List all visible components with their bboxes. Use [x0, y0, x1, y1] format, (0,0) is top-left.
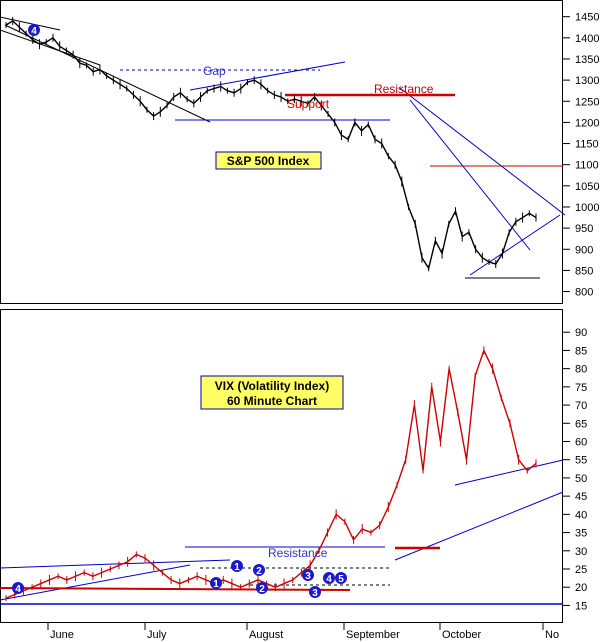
bottom-y-ticks: 90 85 80 75 70 65 60 55 50 45 40 35 30 25 20 15 — [563, 327, 587, 612]
month-label: No — [545, 629, 559, 641]
vix-subtitle: 60 Minute Chart — [227, 394, 317, 408]
vix-y-tick-label: 70 — [575, 400, 587, 412]
month-label: August — [249, 629, 283, 641]
sp500-y-tick-label: 1450 — [575, 12, 599, 24]
wave-marker-circle — [210, 577, 222, 589]
wave-marker-label: 2 — [259, 584, 265, 595]
vix-y-tick-label: 30 — [575, 546, 587, 558]
trendline — [469, 214, 561, 276]
vix-y-tick-label: 25 — [575, 564, 587, 576]
wave-marker-circle — [12, 582, 24, 594]
wave-marker-label: 1 — [213, 579, 219, 590]
resistance-label-top: Resistance — [374, 82, 434, 96]
wave-marker-circle — [309, 586, 321, 598]
sp500-series — [5, 16, 537, 272]
sp500-y-tick-label: 1150 — [575, 139, 599, 151]
sp500-y-tick-label: 1400 — [575, 33, 599, 45]
vix-y-tick-label: 45 — [575, 491, 587, 503]
sp500-y-tick-label: 1250 — [575, 96, 599, 108]
sp500-y-tick-label: 1300 — [575, 75, 599, 87]
wave-marker-circle — [253, 564, 265, 576]
wave-marker-label: 5 — [338, 574, 344, 585]
sp500-y-tick-label: 850 — [575, 265, 593, 277]
vix-y-tick-label: 20 — [575, 582, 587, 594]
vix-title-box — [200, 375, 344, 410]
month-label: September — [346, 629, 400, 641]
sp500-y-tick-label: 900 — [575, 244, 593, 256]
vix-y-tick-label: 90 — [575, 327, 587, 339]
bottom-trendlines — [0, 459, 564, 605]
month-label: July — [147, 629, 167, 641]
trendline — [189, 61, 346, 91]
sp500-title: S&P 500 Index — [227, 154, 310, 168]
vix-y-tick-label: 75 — [575, 382, 587, 394]
trendline — [0, 16, 61, 31]
vix-series — [5, 346, 537, 602]
trendline — [0, 564, 191, 601]
vix-y-tick-label: 35 — [575, 528, 587, 540]
sp500-y-tick-label: 950 — [575, 223, 593, 235]
sp500-y-tick-label: 1200 — [575, 117, 599, 129]
vix-y-tick-label: 50 — [575, 473, 587, 485]
sp500-y-tick-label: 1000 — [575, 202, 599, 214]
sp500-y-tick-label: 1100 — [575, 160, 599, 172]
vix-y-tick-label: 15 — [575, 600, 587, 612]
wave-marker-label: 3 — [312, 588, 318, 599]
vix-y-tick-label: 60 — [575, 437, 587, 449]
vix-y-tick-label: 55 — [575, 455, 587, 467]
vix-y-tick-label: 80 — [575, 364, 587, 376]
month-labels: June July August September October No — [47, 622, 559, 641]
trendline — [0, 29, 101, 66]
red-support-line — [0, 587, 351, 591]
sp500-y-tick-label: 1050 — [575, 181, 599, 193]
bottom-panel-frame — [0, 309, 563, 623]
support-label: Support — [287, 97, 330, 111]
wave-marker-circle — [256, 582, 268, 594]
wave-marker-label: 3 — [305, 571, 311, 582]
month-label: June — [50, 629, 74, 641]
resistance-label-bottom: Resistance — [268, 546, 328, 560]
wave-marker-circle — [302, 569, 314, 581]
vix-y-tick-label: 85 — [575, 345, 587, 357]
vix-y-tick-label: 40 — [575, 509, 587, 521]
vix-y-tick-label: 65 — [575, 418, 587, 430]
vix-title: VIX (Volatility Index) — [215, 379, 329, 393]
top-trendlines — [0, 16, 566, 279]
wave-marker-circle — [323, 572, 335, 584]
wave-markers: 441 2 3 4 51 2 3 — [12, 24, 347, 599]
trendline — [399, 87, 566, 216]
gap-label: Gap — [203, 64, 226, 78]
sp500-line — [5, 20, 537, 271]
wave-marker-label: 1 — [234, 562, 240, 573]
month-label: October — [442, 629, 481, 641]
wave-marker-label: 4 — [326, 574, 332, 585]
wave-marker-label: 4 — [15, 584, 21, 595]
vix-line — [5, 348, 537, 599]
sp500-y-tick-label: 800 — [575, 287, 593, 299]
wave-marker-circle — [28, 24, 40, 36]
sp500-y-tick-label: 1350 — [575, 54, 599, 66]
trendline — [454, 459, 564, 486]
wave-marker-label: 2 — [256, 566, 262, 577]
wave-marker-circle — [231, 560, 243, 572]
wave-marker-label: 4 — [31, 26, 37, 37]
wave-marker-circle — [335, 572, 347, 584]
trendline — [409, 99, 531, 251]
trendline — [0, 559, 231, 569]
top-y-ticks: 1450 1400 1350 1300 1250 1200 1150 1100 1050 1000… — [563, 12, 599, 299]
sp500-title-box — [215, 151, 322, 170]
